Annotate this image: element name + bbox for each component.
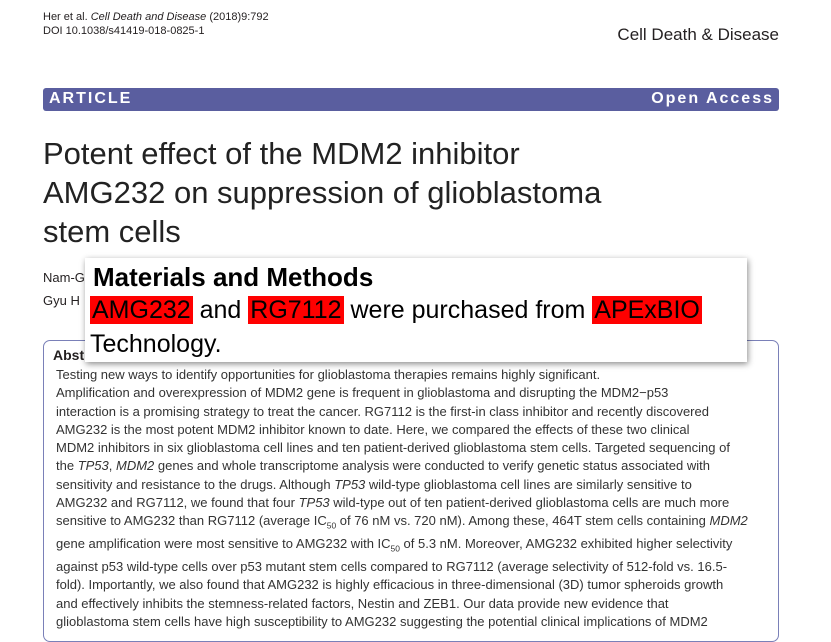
text-run: Cell Death and Disease xyxy=(90,11,207,23)
article-label: ARTICLE xyxy=(49,90,133,107)
text-run: and effectively inhibits the stemness-re… xyxy=(56,595,669,611)
text-run: fold). Importantly, we also found that A… xyxy=(56,577,724,593)
author-fragment: Nam-G xyxy=(43,266,85,289)
text-run: TP53 xyxy=(334,476,366,492)
text-run: RG7112 xyxy=(248,296,344,324)
text-run: 50 xyxy=(390,543,400,554)
text-run: wild-type glioblastoma cell lines are si… xyxy=(365,476,692,492)
page: Her et al. Cell Death and Disease (2018)… xyxy=(43,11,779,642)
text-line: AMG232 is the most potent MDM2 inhibitor… xyxy=(56,421,748,439)
text-run: Gyu H xyxy=(43,293,80,308)
text-run: Nam-G xyxy=(43,270,85,285)
text-line: against p53 wild-type cells over p53 mut… xyxy=(56,558,748,576)
author-fragment: Gyu H xyxy=(43,289,80,312)
text-run: Amplification and overexpression of MDM2… xyxy=(56,385,669,401)
text-run: interaction is a promising strategy to t… xyxy=(56,403,709,419)
text-run: genes and whole transcriptome analysis w… xyxy=(154,458,710,474)
open-access: Open Access xyxy=(651,90,774,107)
text-run: glioblastoma stem cells have high suscep… xyxy=(56,614,708,630)
text-line: gene amplification were most sensitive t… xyxy=(56,535,748,558)
text-run: Her et al. xyxy=(43,11,91,23)
text-run: APExBIO xyxy=(592,296,702,324)
text-run: of 76 nM vs. 720 nM). Among these, 464T … xyxy=(336,513,710,529)
text-run: AMG232 is the most potent MDM2 inhibitor… xyxy=(56,421,690,437)
abstract-text: Testing new ways to identify opportuniti… xyxy=(56,366,748,631)
text-line: sensitive to AMG232 than RG7112 (average… xyxy=(56,512,748,535)
abstract-heading: Abst xyxy=(53,347,85,363)
text-run: were purchased from xyxy=(343,296,593,324)
article-banner: ARTICLE Open Access xyxy=(43,88,779,111)
text-run: wild-type out of ten patient-derived gli… xyxy=(329,495,730,511)
text-run: AMG232 and RG7112, we found that four xyxy=(56,495,299,511)
text-line: AMG232 and RG7112, we found that four TP… xyxy=(56,494,748,512)
overlay-heading: Materials and Methods xyxy=(93,262,374,292)
text-line: stem cells xyxy=(43,214,181,249)
text-run: sensitivity and resistance to the drugs.… xyxy=(56,476,335,492)
citation: Her et al. Cell Death and Disease (2018)… xyxy=(43,11,269,23)
text-line: fold). Importantly, we also found that A… xyxy=(56,576,748,594)
text-run: MDM2 xyxy=(709,513,748,529)
text-run: AMG232 xyxy=(90,296,193,324)
text-run: , xyxy=(108,458,116,474)
overlay-box: Materials and Methods AMG232 and RG7112 … xyxy=(85,258,747,362)
text-run: sensitive to AMG232 than RG7112 (average… xyxy=(56,513,327,529)
text-run: and xyxy=(192,296,249,324)
text-line: Technology. xyxy=(90,327,702,361)
text-line: Potent effect of the MDM2 inhibitor xyxy=(43,136,520,171)
text-run: of 5.3 nM. Moreover, AMG232 exhibited hi… xyxy=(399,536,733,552)
text-run: against p53 wild-type cells over p53 mut… xyxy=(56,559,728,575)
text-run: TP53 xyxy=(298,495,330,511)
text-run: 50 xyxy=(326,520,337,531)
title: Potent effect of the MDM2 inhibitor AMG23… xyxy=(43,134,601,251)
text-run: TP53 xyxy=(77,458,109,474)
text-line: Testing new ways to identify opportuniti… xyxy=(56,366,748,384)
text-line: the TP53, MDM2 genes and whole transcrip… xyxy=(56,457,748,475)
journal-name: Cell Death & Disease xyxy=(617,25,779,44)
text-run: MDM2 inhibitors in six glioblastoma cell… xyxy=(56,440,730,456)
text-line: Amplification and overexpression of MDM2… xyxy=(56,384,748,402)
text-line: sensitivity and resistance to the drugs.… xyxy=(56,476,748,494)
text-run: the xyxy=(56,458,78,474)
doi: DOI 10.1038/s41419-018-0825-1 xyxy=(43,25,205,37)
text-line: MDM2 inhibitors in six glioblastoma cell… xyxy=(56,439,748,457)
text-line: and effectively inhibits the stemness-re… xyxy=(56,595,748,613)
text-run: gene amplification were most sensitive t… xyxy=(56,536,391,552)
text-run: (2018)9:792 xyxy=(206,11,269,23)
text-run: MDM2 xyxy=(116,458,155,474)
text-run: Testing new ways to identify opportuniti… xyxy=(56,367,601,382)
text-line: glioblastoma stem cells have high suscep… xyxy=(56,613,748,631)
text-run: Technology. xyxy=(90,330,222,358)
overlay-text: AMG232 and RG7112 were purchased from AP… xyxy=(90,293,702,361)
text-line: AMG232 and RG7112 were purchased from AP… xyxy=(90,293,702,327)
text-line: AMG232 on suppression of glioblastoma xyxy=(43,175,602,210)
text-line: interaction is a promising strategy to t… xyxy=(56,403,748,421)
